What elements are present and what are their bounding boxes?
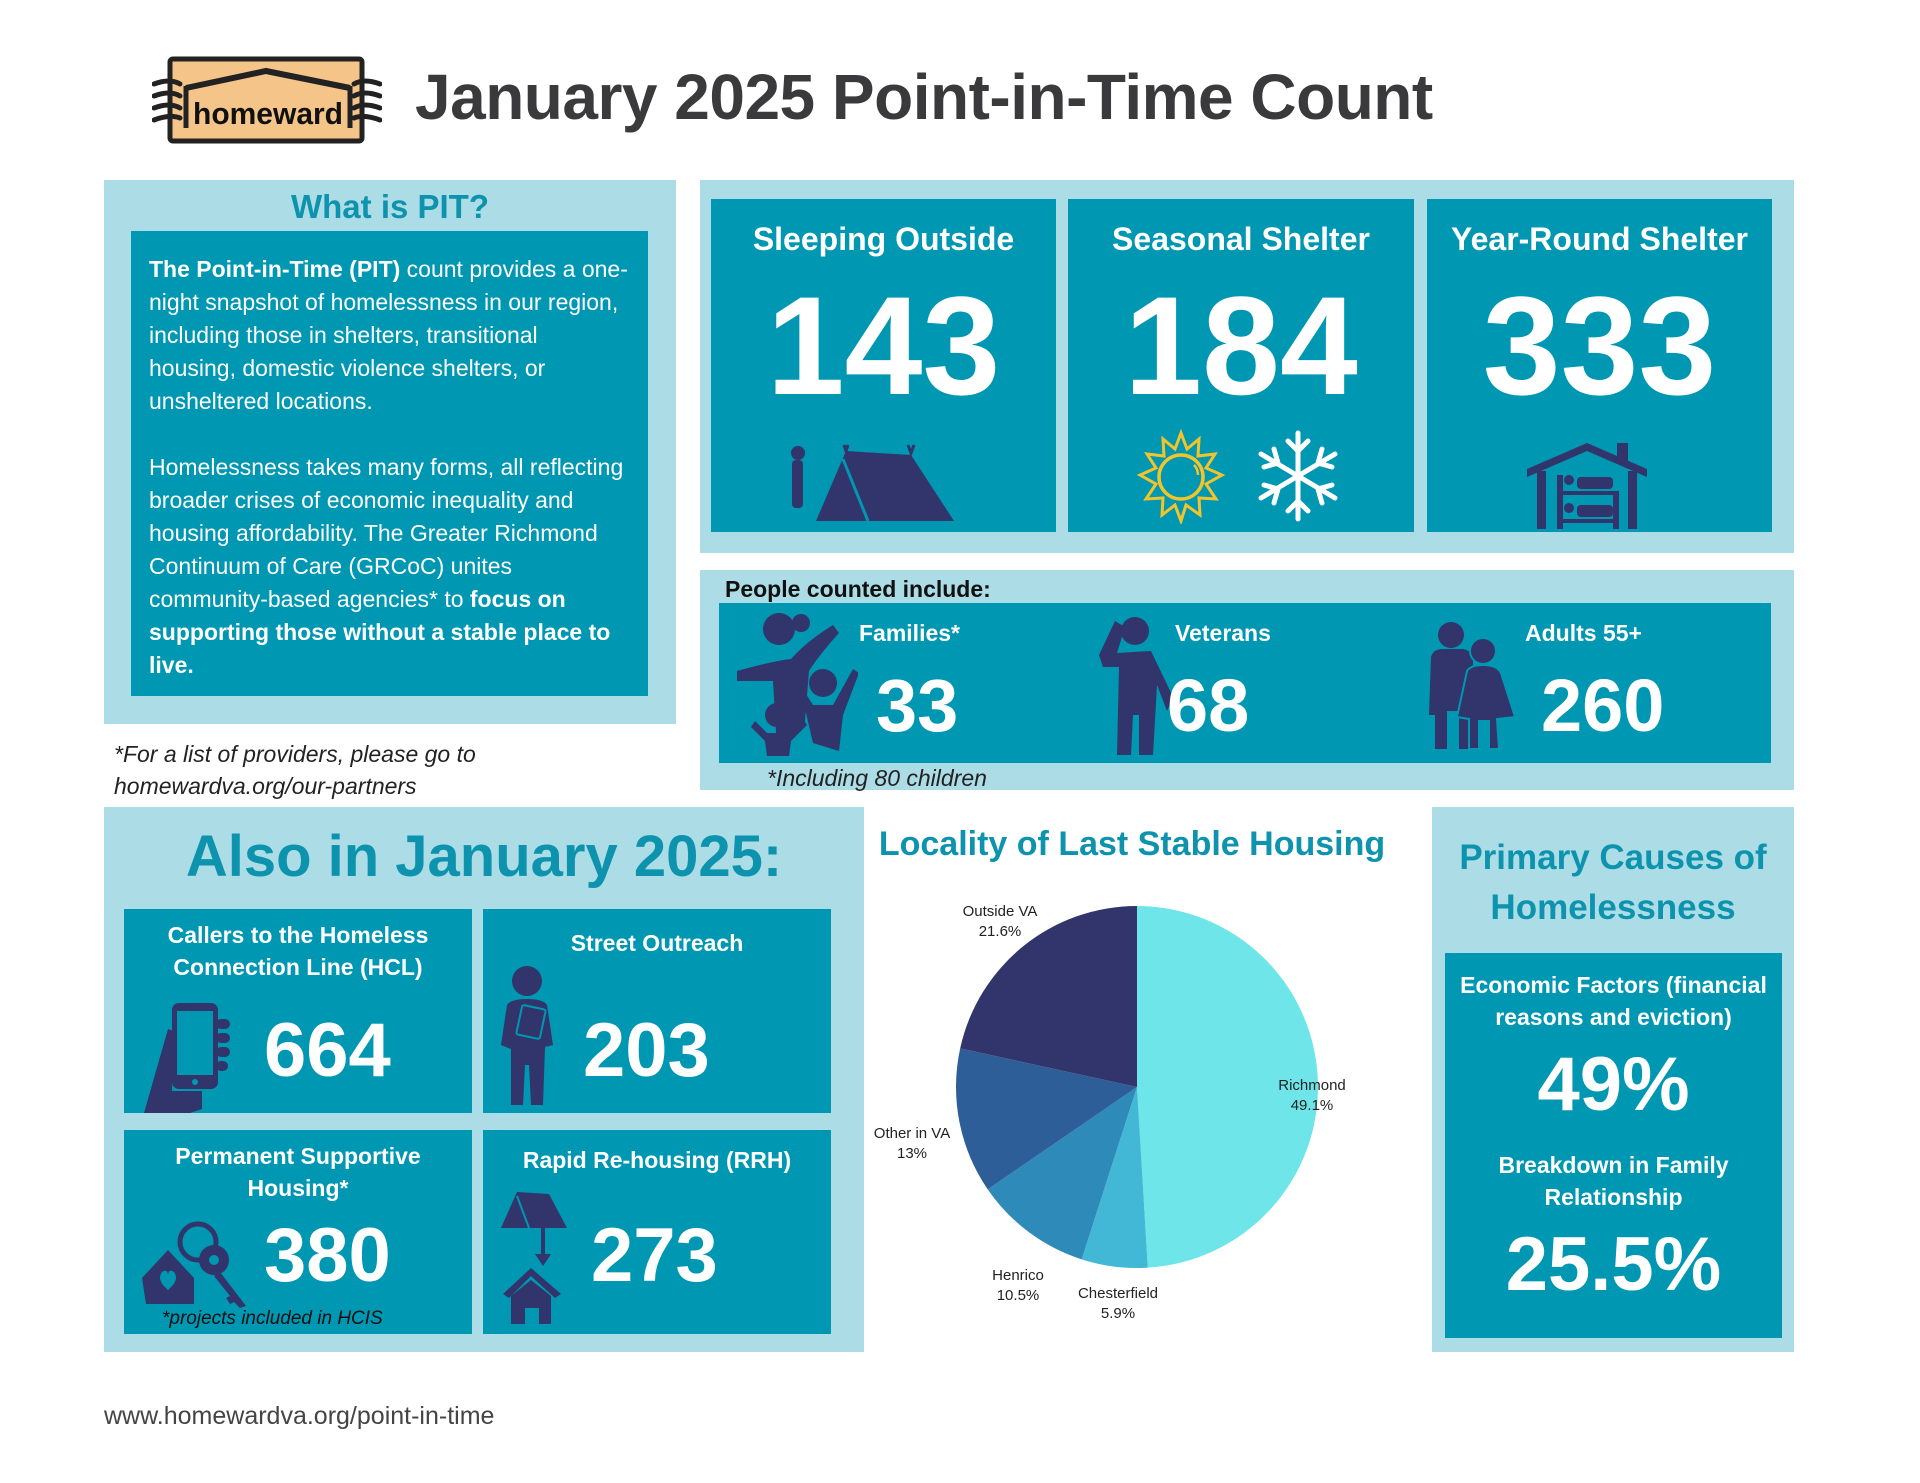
- tent-to-house-icon: [501, 1192, 567, 1324]
- family-icon: [737, 613, 858, 756]
- stat-label: Year-Round Shelter: [1451, 221, 1748, 257]
- also-value: 664: [264, 1008, 391, 1093]
- house-bunkbed-icon: [1527, 443, 1647, 529]
- people-label-families: Families*: [859, 620, 960, 646]
- also-value: 273: [591, 1213, 718, 1298]
- pit-description-box: The Point-in-Time (PIT) count provides a…: [131, 231, 648, 696]
- people-label-adults-55: Adults 55+: [1525, 620, 1642, 646]
- snowflake-icon: [1258, 430, 1338, 522]
- stat-value: 184: [1124, 267, 1358, 424]
- stat-label: Seasonal Shelter: [1112, 221, 1370, 257]
- homeward-logo: homeward: [151, 56, 383, 144]
- pie-percent: 10.5%: [997, 1287, 1040, 1304]
- pie-percent: 21.6%: [979, 923, 1022, 940]
- pie-chart-title: Locality of Last Stable Housing: [878, 825, 1386, 863]
- footer-url-link[interactable]: www.homewardva.org/point-in-time: [104, 1402, 495, 1430]
- pie-label: Henrico: [992, 1267, 1044, 1284]
- stat-card-sleeping-outside: Sleeping Outside 143: [711, 199, 1056, 532]
- pie-slice-other-in-va: [956, 1048, 1137, 1190]
- primary-causes-panel: Primary Causes of Homelessness Economic …: [1432, 807, 1794, 1352]
- pie-slice-outside-va: [960, 906, 1137, 1087]
- primary-causes-box: Economic Factors (financial reasons and …: [1445, 953, 1782, 1338]
- pie-label: Outside VA: [963, 903, 1038, 920]
- stat-card-year-round-shelter: Year-Round Shelter 333: [1427, 199, 1772, 532]
- also-card-street-outreach: Street Outreach 203: [483, 909, 831, 1113]
- older-couple-icon: [1429, 622, 1517, 750]
- pie-label: Chesterfield: [1078, 1285, 1158, 1302]
- house-keys-icon: [142, 1221, 246, 1308]
- stat-label: Sleeping Outside: [752, 221, 1015, 257]
- also-card-hcl-callers: Callers to the Homeless Connection Line …: [124, 909, 472, 1113]
- outreach-worker-icon: [501, 966, 553, 1105]
- also-value: 380: [264, 1213, 391, 1298]
- cause-value-economic: 49%: [1537, 1042, 1690, 1127]
- pit-heading: What is PIT?: [291, 188, 489, 225]
- also-value: 203: [583, 1008, 710, 1093]
- also-label: Rapid Re-housing (RRH): [522, 1147, 792, 1173]
- also-in-january-panel: Also in January 2025: Callers to the Hom…: [104, 807, 864, 1352]
- people-value-veterans: 68: [1167, 664, 1250, 747]
- people-value-families: 33: [876, 664, 959, 747]
- cause-value-family: 25.5%: [1505, 1222, 1722, 1307]
- also-label: Street Outreach: [570, 930, 744, 956]
- pit-definition: count provides a one-night snapshot of h…: [149, 256, 628, 414]
- pit-context: Homelessness takes many forms, all refle…: [149, 454, 624, 612]
- also-label: Callers to the Homeless Connection Line …: [167, 922, 429, 980]
- children-footnote: *Including 80 children: [767, 765, 987, 791]
- also-card-rapid-rehousing: Rapid Re-housing (RRH) 273: [483, 1130, 831, 1334]
- stat-card-seasonal-shelter: Seasonal Shelter 184: [1068, 199, 1414, 532]
- cause-label-economic: Economic Factors (financial reasons and …: [1460, 972, 1767, 1030]
- pie-label: Other in VA: [874, 1125, 950, 1142]
- pit-description: The Point-in-Time (PIT) count provides a…: [149, 253, 629, 715]
- tent-person-icon: [791, 444, 954, 522]
- pie-percent: 5.9%: [1101, 1305, 1135, 1322]
- also-card-permanent-supportive-housing: Permanent Supportive Housing* 380 *proje…: [124, 1130, 472, 1334]
- pie-percent: 13%: [897, 1145, 927, 1162]
- pit-definition-bold: The Point-in-Time (PIT): [149, 256, 401, 282]
- people-label-veterans: Veterans: [1175, 620, 1271, 646]
- hand-phone-icon: [144, 1003, 230, 1113]
- what-is-pit-panel: What is PIT? The Point-in-Time (PIT) cou…: [104, 180, 676, 724]
- locality-pie-chart: Richmond 49.1% Chesterfield 5.9% Henrico 10.5…: [860, 880, 1420, 1350]
- pie-percent: 49.1%: [1291, 1097, 1334, 1114]
- also-in-january-heading: Also in January 2025:: [185, 824, 783, 889]
- shelter-stats-panel: Sleeping Outside 143 Seasonal Shelter 18…: [700, 180, 1794, 553]
- sun-icon: [1136, 429, 1226, 524]
- pit-context-bold: focus on supporting those without a stab…: [149, 586, 611, 678]
- cause-label-family: Breakdown in Family Relationship: [1498, 1152, 1729, 1210]
- pie-slice-henrico: [987, 1087, 1137, 1260]
- people-counted-box: Families* 33 Veterans 68 Adults 55+ 260: [719, 603, 1771, 763]
- veteran-salute-icon: [1099, 617, 1173, 755]
- pie-slice-chesterfield: [1081, 1087, 1148, 1268]
- people-counted-heading: People counted include:: [725, 576, 991, 602]
- logo-text: homeward: [193, 96, 343, 131]
- hcis-footnote: *projects included in HCIS: [162, 1308, 383, 1329]
- pie-slice-richmond: [1137, 906, 1318, 1268]
- providers-footnote: *For a list of providers, please go to h…: [114, 741, 476, 799]
- stat-value: 333: [1482, 267, 1717, 424]
- page-title: January 2025 Point-in-Time Count: [415, 61, 1433, 133]
- also-label: Permanent Supportive Housing*: [175, 1143, 421, 1201]
- stat-value: 143: [766, 267, 1001, 424]
- people-counted-panel: People counted include: Families* 33 Vet…: [700, 570, 1794, 791]
- people-value-adults-55: 260: [1541, 664, 1665, 747]
- pie-label: Richmond: [1278, 1077, 1346, 1094]
- primary-causes-heading: Primary Causes of Homelessness: [1459, 838, 1767, 927]
